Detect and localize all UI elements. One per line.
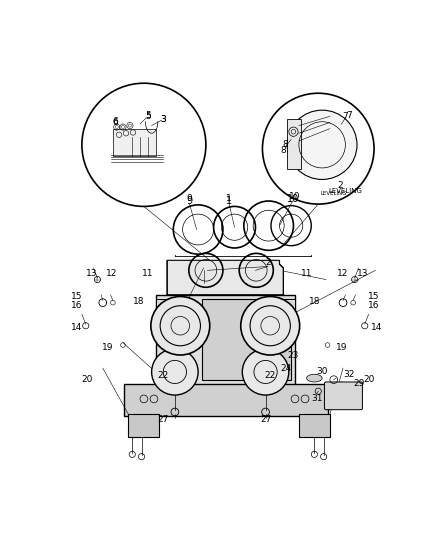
Text: 3: 3 — [160, 115, 166, 124]
Text: 10: 10 — [286, 193, 299, 204]
Text: 13: 13 — [86, 269, 98, 278]
Text: 11: 11 — [142, 269, 153, 278]
Text: 7: 7 — [346, 111, 352, 120]
Text: 27: 27 — [158, 415, 169, 424]
Bar — [128, 414, 159, 438]
Text: 16: 16 — [71, 301, 82, 310]
Bar — [155, 295, 295, 387]
Text: LEVELING: LEVELING — [328, 188, 362, 194]
Text: 24: 24 — [280, 364, 291, 373]
Bar — [299, 414, 330, 438]
Text: 23: 23 — [288, 351, 299, 360]
Text: 6: 6 — [112, 118, 118, 127]
Text: 1: 1 — [226, 194, 232, 203]
Text: 11: 11 — [301, 269, 312, 278]
Bar — [202, 299, 291, 379]
Text: 18: 18 — [309, 297, 320, 305]
Bar — [260, 299, 295, 322]
Text: 14: 14 — [71, 323, 82, 332]
Bar — [155, 299, 191, 322]
Text: 22: 22 — [158, 372, 169, 381]
Text: LEVELING: LEVELING — [321, 191, 347, 196]
Text: 2: 2 — [265, 258, 271, 267]
Text: 5: 5 — [145, 111, 151, 120]
Text: 9: 9 — [187, 194, 192, 203]
Bar — [124, 384, 328, 416]
Text: 16: 16 — [368, 301, 380, 310]
Circle shape — [287, 110, 357, 180]
Text: 12: 12 — [106, 269, 117, 278]
Text: 30: 30 — [316, 367, 328, 376]
Circle shape — [151, 296, 210, 355]
Text: 7: 7 — [343, 112, 348, 121]
Text: 32: 32 — [343, 370, 355, 379]
Bar — [287, 119, 301, 169]
Text: 5: 5 — [145, 112, 151, 121]
Text: 14: 14 — [371, 323, 382, 332]
Text: 2: 2 — [337, 181, 343, 190]
Text: 12: 12 — [337, 269, 349, 278]
Text: 13: 13 — [357, 269, 369, 278]
FancyBboxPatch shape — [325, 382, 362, 410]
Circle shape — [242, 349, 289, 395]
Circle shape — [82, 83, 206, 206]
Text: 10: 10 — [289, 192, 301, 201]
Text: 27: 27 — [260, 415, 271, 424]
Ellipse shape — [307, 374, 322, 382]
Text: 8: 8 — [280, 146, 286, 155]
FancyBboxPatch shape — [113, 130, 155, 156]
Text: 20: 20 — [81, 375, 93, 384]
Text: 1: 1 — [226, 196, 232, 206]
Text: 19: 19 — [336, 343, 347, 352]
Text: 15: 15 — [368, 292, 380, 301]
Text: 22: 22 — [265, 372, 276, 381]
Text: 31: 31 — [311, 394, 322, 403]
Polygon shape — [167, 260, 283, 295]
Text: 6: 6 — [112, 117, 118, 126]
Text: 29: 29 — [353, 379, 365, 388]
Text: 15: 15 — [71, 292, 82, 301]
Text: 8: 8 — [283, 140, 289, 149]
Text: 3: 3 — [160, 115, 166, 124]
Text: 19: 19 — [102, 343, 113, 352]
Circle shape — [241, 296, 300, 355]
Text: 9: 9 — [187, 196, 193, 206]
Text: 20: 20 — [363, 375, 374, 384]
Circle shape — [262, 93, 374, 204]
Circle shape — [152, 349, 198, 395]
Text: 18: 18 — [133, 297, 144, 305]
